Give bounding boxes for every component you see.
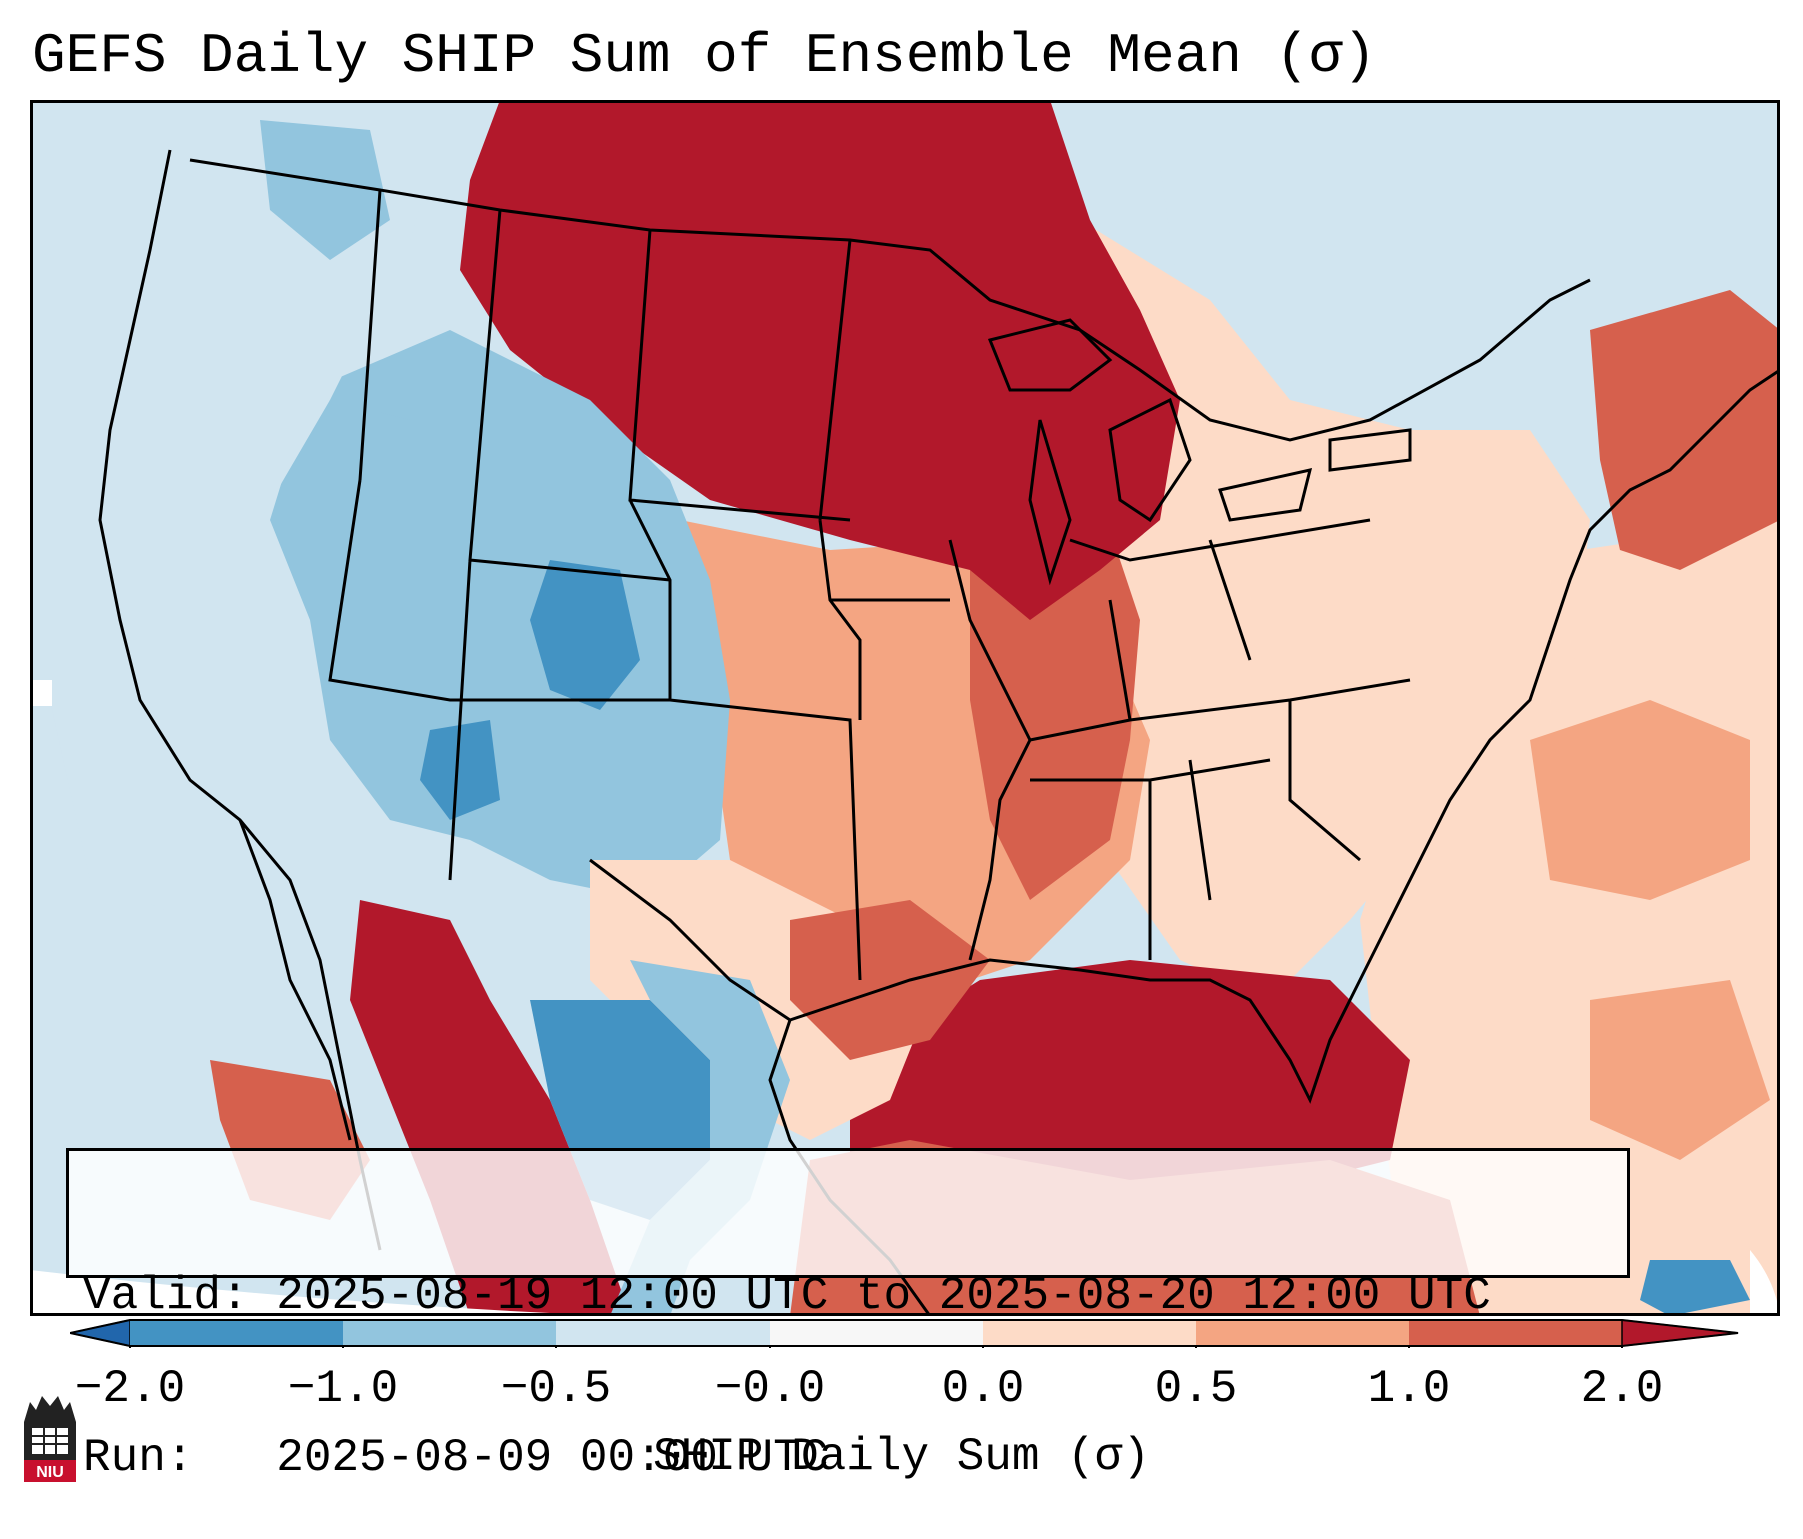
map-panel (30, 100, 1780, 1316)
colorbar-tick-label: −1.0 (287, 1363, 399, 1415)
northwest-patches (260, 120, 410, 520)
missing-data-patch (30, 680, 52, 706)
texas-east-field (790, 900, 990, 1060)
run-time-line: Run: 2025-08-09 00:00 UTC (83, 1432, 829, 1484)
colorbar-tick-label: 1.0 (1367, 1363, 1451, 1415)
niu-logo-text: NIU (36, 1464, 64, 1481)
colorbar-extend-low (70, 1319, 131, 1347)
colorbar-tick-label: −0.5 (500, 1363, 612, 1415)
colorbar-tick-label: 0.0 (941, 1363, 1025, 1415)
great-lakes (987, 318, 1412, 586)
map-border (30, 100, 1780, 1316)
map-canvas (30, 100, 1780, 1316)
colorbar-bin (343, 1320, 556, 1346)
colorbar-tick-label: −2.0 (74, 1363, 186, 1415)
cuba-field (1640, 1260, 1750, 1316)
west-coastline (98, 149, 382, 1251)
colorbar-bin (770, 1320, 983, 1346)
east-coastline (1548, 368, 1780, 641)
colorbar-bin (983, 1320, 1196, 1346)
colorbar-tick-label: 2.0 (1580, 1363, 1664, 1415)
map-title: GEFS Daily SHIP Sum of Ensemble Mean (σ) (32, 24, 1377, 88)
mississippi-valley-field (970, 530, 1140, 900)
state-lines (328, 189, 1411, 981)
niu-logo: NIU (24, 1396, 76, 1482)
colorbar-tick-label: 0.5 (1154, 1363, 1238, 1415)
colorbar-bin (556, 1320, 770, 1346)
colorbar-bin (1196, 1320, 1409, 1346)
colorbar-bin (130, 1320, 343, 1346)
validity-info-box: Valid: 2025-08-19 12:00 UTC to 2025-08-2… (66, 1148, 1630, 1484)
gulf-coastline (589, 639, 1552, 1104)
colorbar-tick-label: −0.0 (714, 1363, 826, 1415)
northeast-field (1590, 290, 1780, 570)
baja-coastline (238, 819, 352, 1141)
colorbar-extend-high (1621, 1319, 1739, 1347)
colorado-core-field (420, 560, 640, 820)
valid-time-line: Valid: 2025-08-19 12:00 UTC to 2025-08-2… (83, 1270, 1491, 1322)
atlantic-patches (1530, 700, 1770, 1160)
colorbar-label: SHIP Daily Sum (σ) (653, 1431, 1150, 1483)
boundaries (98, 149, 1780, 1316)
colorbar-bin (1409, 1320, 1622, 1346)
colorbar (70, 1319, 1739, 1348)
